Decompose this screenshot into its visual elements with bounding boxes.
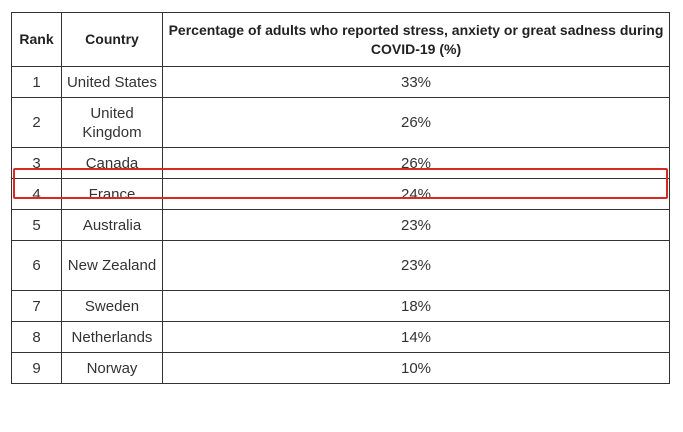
percentage-cell: 23% — [162, 209, 670, 241]
country-cell: Australia — [61, 209, 163, 241]
rank-cell: 3 — [11, 147, 62, 179]
country-cell: Sweden — [61, 290, 163, 322]
rank-cell: 9 — [11, 352, 62, 384]
rank-cell: 5 — [11, 209, 62, 241]
country-cell: France — [61, 178, 163, 210]
rank-cell: 7 — [11, 290, 62, 322]
percentage-cell: 14% — [162, 321, 670, 353]
rank-cell: 8 — [11, 321, 62, 353]
country-cell: United Kingdom — [61, 97, 163, 148]
table-row: 7 Sweden 18% — [11, 290, 670, 322]
table-row: 6 New Zealand 23% — [11, 240, 670, 291]
country-cell: Norway — [61, 352, 163, 384]
country-cell: United States — [61, 66, 163, 98]
percentage-cell: 10% — [162, 352, 670, 384]
country-cell: Canada — [61, 147, 163, 179]
percentage-cell: 26% — [162, 147, 670, 179]
country-cell: Netherlands — [61, 321, 163, 353]
stress-ranking-table: Rank Country Percentage of adults who re… — [11, 12, 670, 384]
percentage-cell: 23% — [162, 240, 670, 291]
rank-cell: 4 — [11, 178, 62, 210]
table-row: 9 Norway 10% — [11, 352, 670, 384]
table-row-highlighted: 3 Canada 26% — [11, 147, 670, 179]
table-row: 1 United States 33% — [11, 66, 670, 98]
percentage-cell: 26% — [162, 97, 670, 148]
table-header-row: Rank Country Percentage of adults who re… — [11, 12, 670, 67]
rank-cell: 2 — [11, 97, 62, 148]
table-row: 8 Netherlands 14% — [11, 321, 670, 353]
percentage-cell: 18% — [162, 290, 670, 322]
percentage-cell: 33% — [162, 66, 670, 98]
rank-cell: 1 — [11, 66, 62, 98]
country-cell: New Zealand — [61, 240, 163, 291]
percentage-cell: 24% — [162, 178, 670, 210]
table-row: 2 United Kingdom 26% — [11, 97, 670, 148]
table-row: 4 France 24% — [11, 178, 670, 210]
table-row: 5 Australia 23% — [11, 209, 670, 241]
rank-cell: 6 — [11, 240, 62, 291]
column-header-rank: Rank — [11, 12, 62, 67]
column-header-country: Country — [61, 12, 163, 67]
column-header-percentage: Percentage of adults who reported stress… — [162, 12, 670, 67]
